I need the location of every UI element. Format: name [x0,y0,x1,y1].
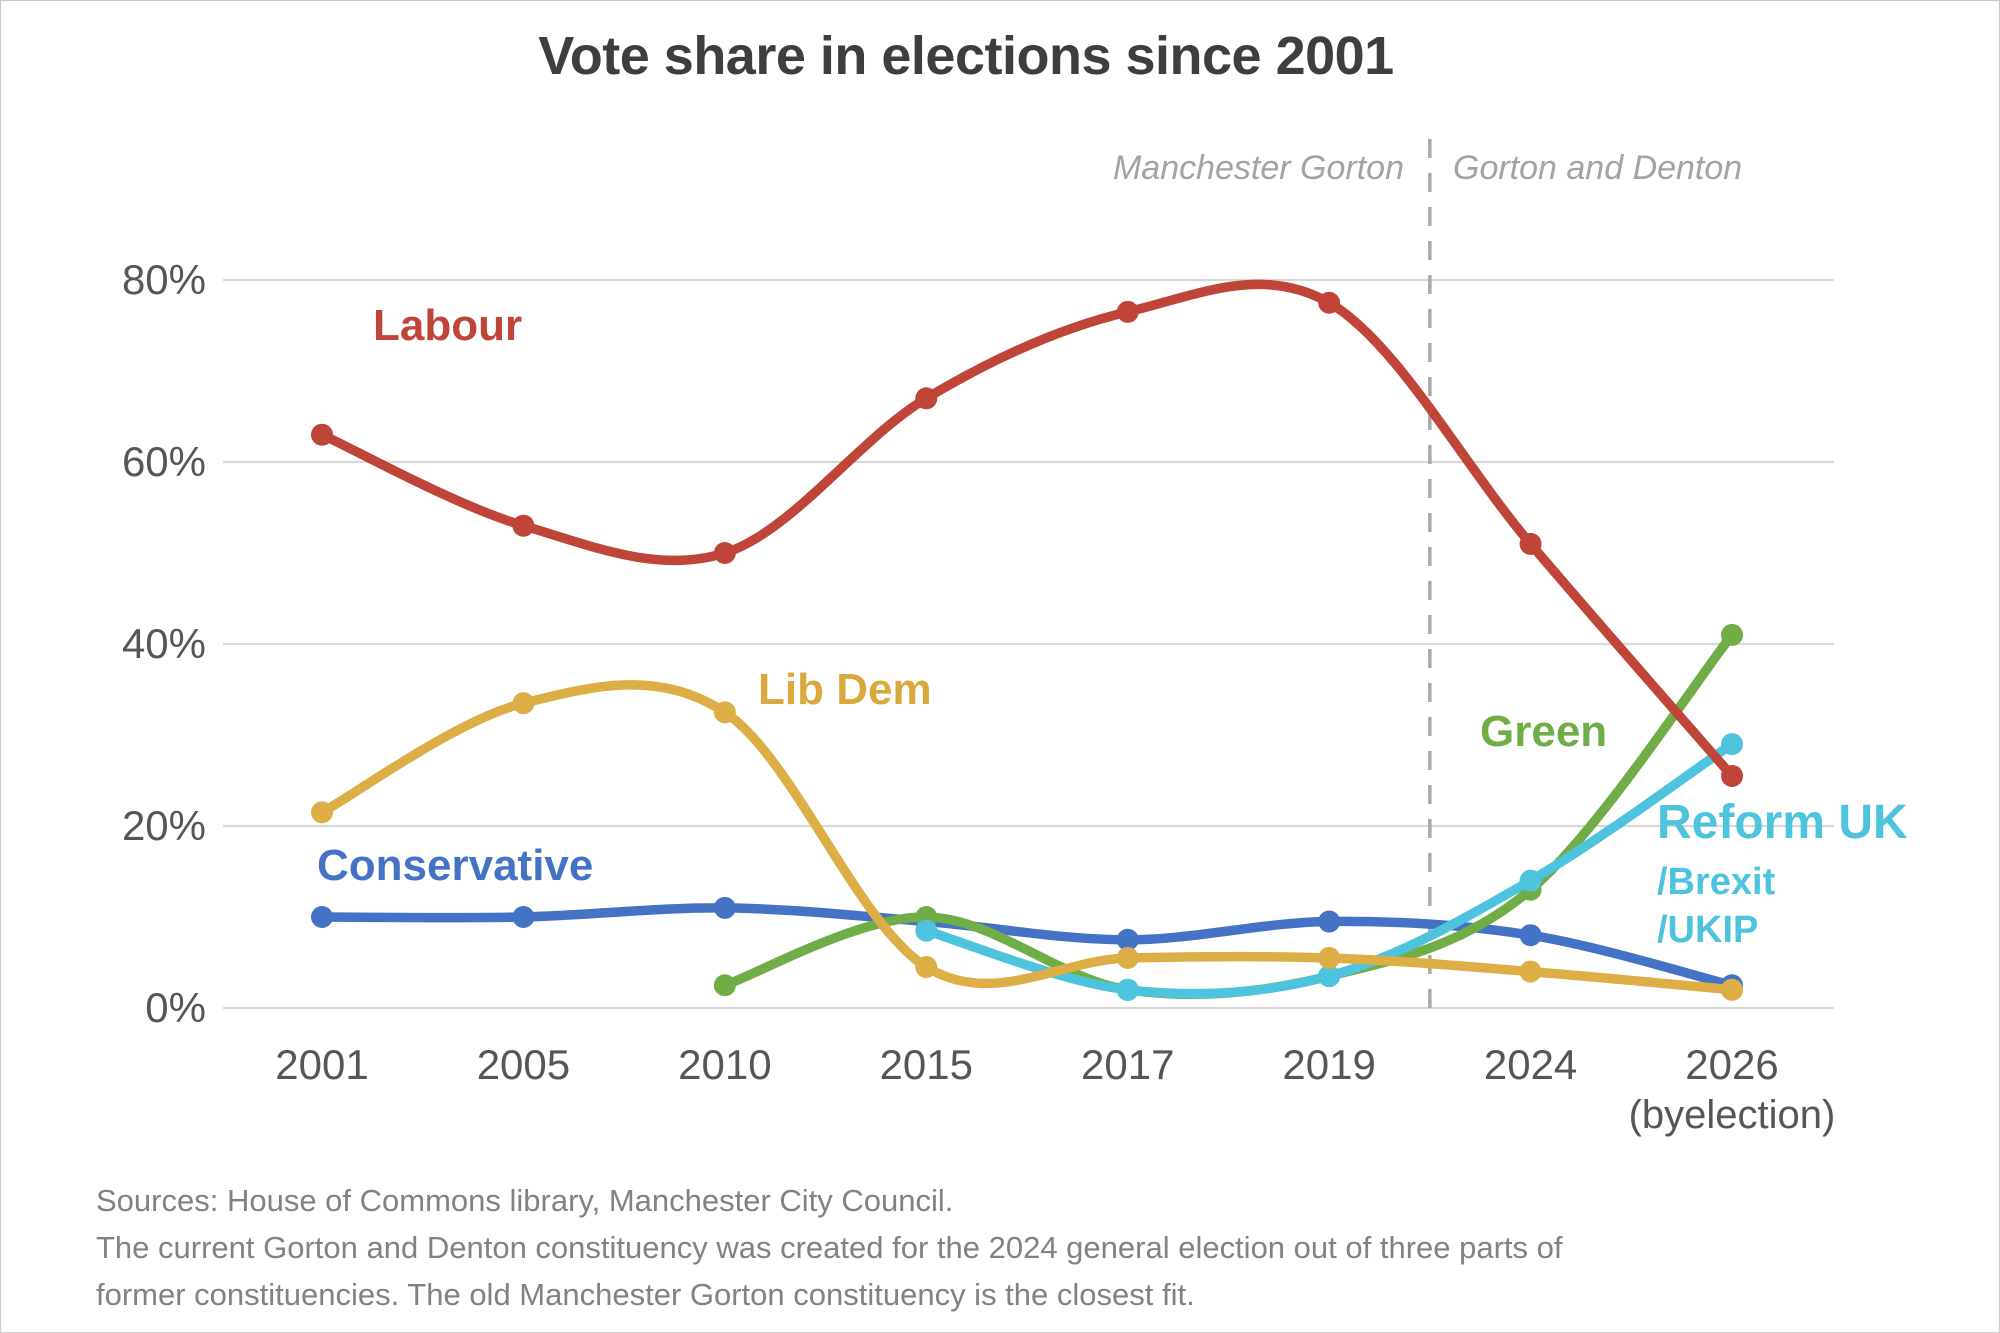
data-point-reform-uk-brexit-ukip [1519,869,1542,892]
data-point-labour [1318,291,1341,314]
region-label-manchester-gorton: Manchester Gorton [1112,149,1404,187]
data-point-lib-dem [1721,978,1744,1001]
data-point-labour [1519,532,1542,555]
page-title: Vote share in elections since 2001 [538,26,1394,86]
data-point-reform-uk-brexit-ukip [1116,978,1139,1001]
y-axis-tick-label: 60% [121,438,206,485]
data-point-conservative [1116,928,1139,951]
data-point-green [1721,623,1744,646]
series-label-ukip: /UKIP [1657,909,1759,951]
data-point-lib-dem [512,692,535,715]
data-point-green [713,974,736,997]
data-point-labour [1721,764,1744,787]
x-axis-tick-label: 2010 [678,1041,772,1088]
series-label-labour: Labour [373,301,523,350]
data-point-reform-uk-brexit-ukip [915,919,938,942]
data-point-reform-uk-brexit-ukip [1318,965,1341,988]
sources-note: Sources: House of Commons library, Manch… [96,1177,1563,1318]
data-point-lib-dem [1519,960,1542,983]
data-point-lib-dem [311,801,333,824]
x-axis-tick-label: 2019 [1282,1041,1376,1088]
series-label-reform-uk: Reform UK [1657,796,1908,849]
sources-line: Sources: House of Commons library, Manch… [96,1183,954,1218]
sources-line: The current Gorton and Denton constituen… [96,1230,1563,1265]
series-label-brexit: /Brexit [1657,861,1776,903]
series-label-libdem: Lib Dem [758,665,932,714]
x-axis-tick-label: 2005 [476,1041,571,1088]
data-point-labour [311,423,333,446]
series-label-conservative: Conservative [317,841,594,890]
byelection-note: (byelection) [1628,1093,1836,1137]
data-point-conservative [512,906,535,928]
region-label-gorton-and-denton: Gorton and Denton [1453,149,1743,187]
x-axis-tick-label: 2015 [879,1041,973,1088]
y-axis-tick-label: 80% [121,256,206,303]
data-point-conservative [1519,924,1542,947]
x-axis-tick-label: 2024 [1483,1041,1578,1088]
data-point-conservative [1318,910,1341,933]
data-point-labour [915,387,938,410]
data-point-lib-dem [713,701,736,724]
series-line-conservative [317,903,1737,991]
series-line-lib-dem [317,680,1737,995]
y-axis-tick-label: 40% [121,620,206,667]
x-axis-tick-label: 2017 [1081,1041,1175,1088]
data-point-lib-dem [915,956,938,979]
data-point-lib-dem [1116,946,1139,969]
x-axis-tick-label: 2001 [275,1041,369,1088]
data-point-conservative [713,896,736,919]
data-point-labour [512,514,535,537]
data-point-lib-dem [1318,946,1341,969]
y-axis-tick-label: 0% [145,984,206,1031]
series-label-green: Green [1480,707,1608,756]
data-point-labour [713,542,736,564]
data-point-conservative [311,906,333,928]
x-axis-tick-label: 2026 [1685,1041,1779,1088]
sources-line: former constituencies. The old Mancheste… [96,1277,1195,1312]
data-point-reform-uk-brexit-ukip [1721,733,1744,756]
y-axis-tick-label: 20% [121,802,206,849]
data-point-labour [1116,300,1139,323]
